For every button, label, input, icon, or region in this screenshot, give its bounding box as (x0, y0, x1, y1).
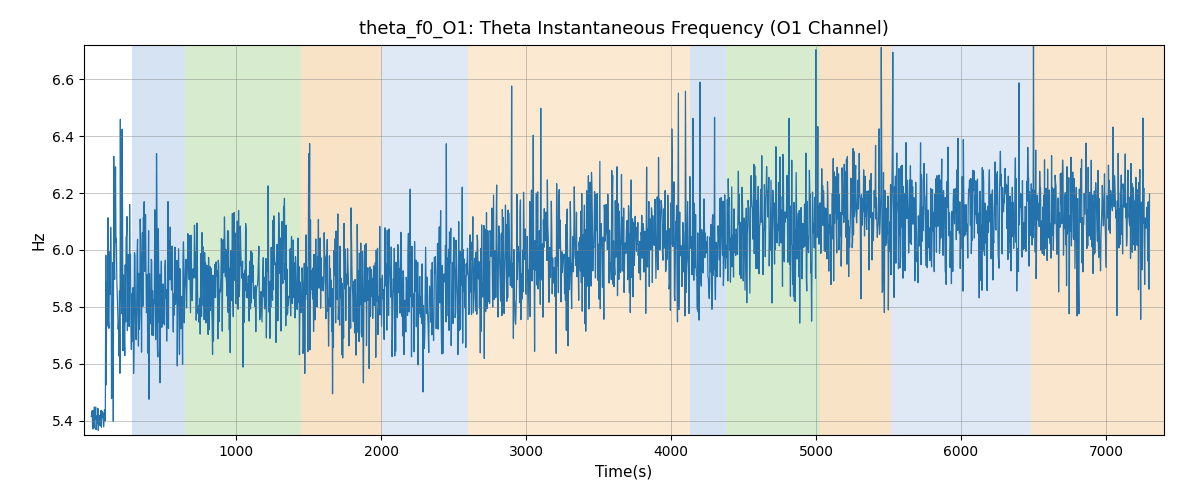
Bar (132, 45, 186, 435)
Bar (186, 45, 301, 435)
Bar (690, 45, 726, 435)
X-axis label: Time(s): Time(s) (595, 464, 653, 479)
Bar (468, 45, 690, 435)
Bar (892, 45, 1031, 435)
Bar (382, 45, 468, 435)
Title: theta_f0_O1: Theta Instantaneous Frequency (O1 Channel): theta_f0_O1: Theta Instantaneous Frequen… (359, 20, 889, 38)
Y-axis label: Hz: Hz (31, 230, 47, 250)
Bar (1031, 45, 1164, 435)
Bar (726, 45, 821, 435)
Bar (301, 45, 382, 435)
Bar (821, 45, 892, 435)
